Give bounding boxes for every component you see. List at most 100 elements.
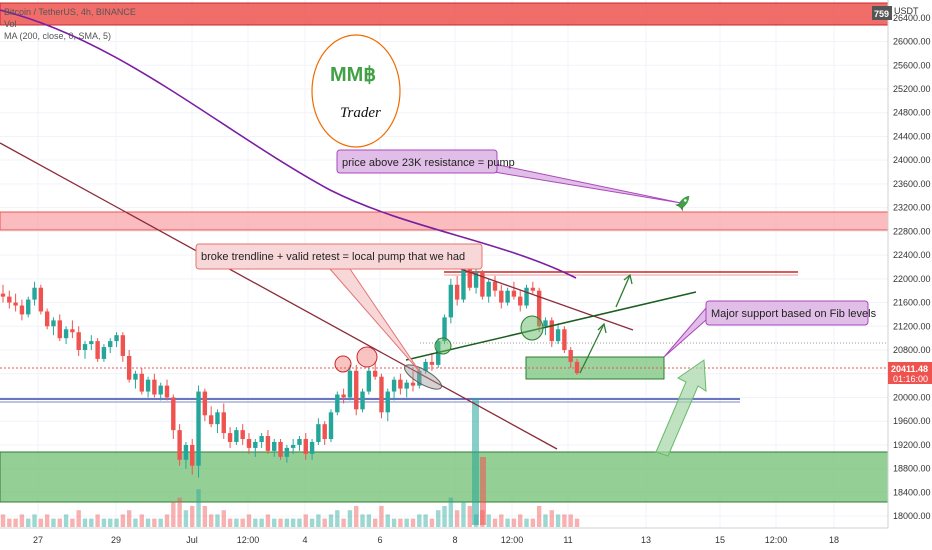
- candle-body: [316, 424, 321, 442]
- volume-bar: [303, 514, 308, 527]
- candle-body: [215, 412, 220, 425]
- time-axis[interactable]: 27 29 Jul 12:00 4 6 8 12:00 11 13 15 12:00 18: [0, 527, 932, 550]
- volume-bar: [341, 518, 346, 527]
- volume-bar: [227, 518, 233, 527]
- volume-bar: [549, 510, 554, 527]
- candle-body: [448, 284, 454, 318]
- volume-bar: [95, 514, 100, 527]
- candle-body: [297, 439, 302, 445]
- volume-bar: [335, 510, 340, 527]
- top-price-badge: [872, 6, 892, 20]
- price-axis[interactable]: USDT 26400.00 26000.00 25600.00 25200.00 248…: [872, 0, 932, 528]
- candle-body: [360, 391, 365, 410]
- callout-support[interactable]: Major support based on Fib levels: [663, 300, 877, 358]
- volume-bar: [202, 506, 208, 527]
- candle-body: [549, 320, 554, 342]
- candle-body: [101, 347, 107, 359]
- volume-bar: [530, 518, 536, 527]
- candle-body: [290, 444, 296, 448]
- candle-body: [530, 287, 536, 291]
- candle-body: [524, 287, 529, 306]
- candle-body: [177, 430, 182, 460]
- candle-body: [164, 385, 170, 398]
- callout-breakout-text: broke trendline + valid retest = local p…: [201, 251, 465, 263]
- candle-body: [227, 433, 233, 442]
- resistance-zone-23k: [0, 211, 889, 231]
- volume-bar: [32, 514, 37, 527]
- candle-body: [57, 320, 62, 339]
- price-tick-label: 26000.00: [893, 37, 931, 47]
- volume-bar: [492, 518, 498, 527]
- retest-circle-green: [520, 315, 544, 341]
- candle-body: [133, 373, 138, 380]
- volume-bar: [404, 518, 409, 527]
- volume-bar: [297, 518, 302, 527]
- logo-sub: Trader: [340, 105, 381, 121]
- breakout-circle: [434, 337, 452, 355]
- retest-circle-2: [356, 346, 378, 368]
- candle-body: [13, 302, 18, 306]
- price-tick-label: 22800.00: [893, 226, 931, 236]
- candle-body: [328, 412, 334, 440]
- candle-body: [473, 272, 479, 288]
- volume-bar: [114, 518, 119, 527]
- callout-resistance[interactable]: price above 23K resistance = pump: [336, 149, 682, 204]
- candle-body: [108, 341, 113, 348]
- volume-bar: [63, 514, 69, 527]
- candle-body: [417, 370, 422, 386]
- volume-bar: [234, 518, 239, 527]
- candle-body: [158, 385, 163, 395]
- candle-body: [499, 290, 504, 303]
- candle-body: [259, 436, 264, 442]
- volume-bar: [518, 514, 523, 527]
- candle-body: [322, 424, 327, 440]
- candle-body: [253, 441, 258, 448]
- volume-bar: [7, 518, 12, 527]
- candle-body: [309, 441, 315, 454]
- price-tick-label: 25200.00: [893, 84, 931, 94]
- callout-breakout[interactable]: broke trendline + valid retest = local p…: [195, 243, 483, 373]
- candle-body: [19, 305, 25, 315]
- volume-bar: [322, 518, 327, 527]
- candle-body: [171, 397, 176, 431]
- price-tick-label: 24400.00: [893, 131, 931, 141]
- candle-body: [246, 439, 252, 448]
- time-tick-label: 29: [111, 535, 121, 545]
- candle-body: [0, 293, 6, 297]
- candle-body: [284, 447, 290, 457]
- volume-bar: [240, 518, 245, 527]
- candle-body: [44, 311, 50, 327]
- candle-body: [196, 391, 201, 466]
- volume-bars: [0, 489, 580, 527]
- candle-body: [511, 290, 517, 297]
- volume-bar: [429, 518, 435, 527]
- volume-bar: [44, 514, 50, 527]
- volume-bar: [486, 514, 491, 527]
- candle-body: [461, 266, 466, 300]
- retest-circle-1: [334, 355, 352, 373]
- volume-bar: [391, 518, 397, 527]
- volume-bar: [555, 514, 561, 527]
- volume-bar: [448, 497, 454, 527]
- candle-body: [562, 329, 567, 351]
- candle-body: [89, 341, 94, 345]
- candle-body: [26, 299, 31, 315]
- volume-bar: [152, 518, 157, 527]
- volume-bar: [76, 510, 81, 527]
- price-tick-label: 19200.00: [893, 440, 931, 450]
- volume-bar: [360, 514, 365, 527]
- volume-bar: [51, 518, 56, 527]
- candle-body: [120, 335, 126, 356]
- candle-body: [467, 266, 472, 288]
- volume-bar: [82, 518, 88, 527]
- candle-body: [379, 376, 384, 413]
- candle-body: [82, 344, 88, 351]
- price-tick-label: 22000.00: [893, 274, 931, 284]
- countdown-text: 01:16:00: [893, 374, 928, 384]
- candle-body: [536, 290, 542, 327]
- volume-bar: [461, 501, 466, 527]
- candle-body: [114, 335, 119, 342]
- volume-bar: [126, 510, 132, 527]
